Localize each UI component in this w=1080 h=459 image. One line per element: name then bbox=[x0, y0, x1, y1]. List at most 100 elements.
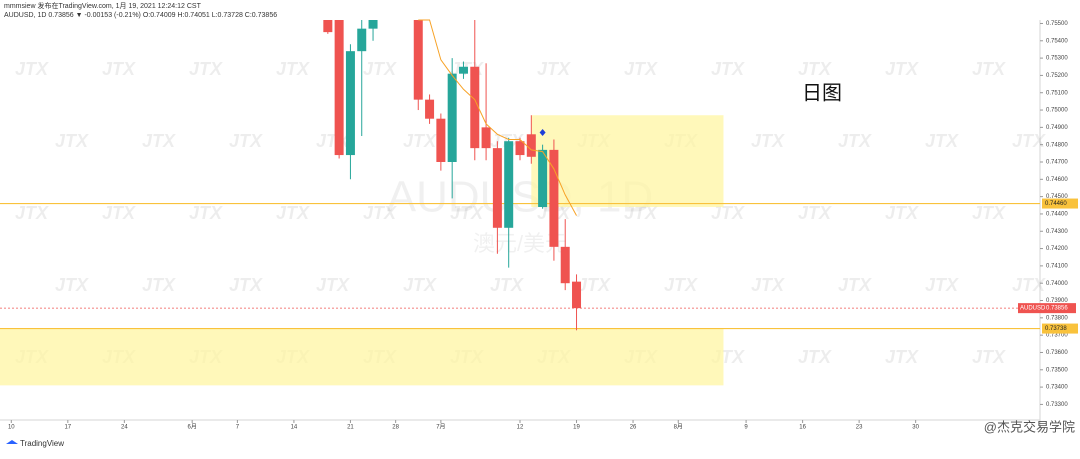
watermark: JTX bbox=[316, 131, 350, 151]
watermark: JTX bbox=[55, 131, 89, 151]
candle-body bbox=[436, 118, 446, 162]
level-label: 0.74460 bbox=[1045, 201, 1067, 207]
x-tick-label: 30 bbox=[912, 425, 919, 431]
y-tick-label: 0.73500 bbox=[1046, 367, 1068, 373]
candle-body bbox=[323, 20, 333, 33]
y-tick-label: 0.74200 bbox=[1046, 246, 1068, 252]
watermark: JTX bbox=[798, 203, 832, 223]
y-tick-label: 0.75000 bbox=[1046, 108, 1068, 114]
y-tick-label: 0.74100 bbox=[1046, 263, 1068, 269]
header-line: mmmsiew 发布在TradingView.com, 1月 19, 2021 … bbox=[4, 1, 202, 10]
watermark: JTX bbox=[885, 347, 919, 367]
x-tick-label: 14 bbox=[291, 425, 298, 431]
y-tick-label: 0.75500 bbox=[1046, 21, 1068, 27]
y-tick-label: 0.74800 bbox=[1046, 142, 1068, 148]
watermark: JTX bbox=[229, 275, 263, 295]
watermark: JTX bbox=[838, 131, 872, 151]
watermark: JTX bbox=[142, 275, 176, 295]
watermark: JTX bbox=[711, 203, 745, 223]
watermark: JTX bbox=[972, 203, 1006, 223]
watermark: JTX bbox=[102, 59, 136, 79]
level-label: 0.73738 bbox=[1045, 326, 1067, 332]
y-tick-label: 0.73600 bbox=[1046, 350, 1068, 356]
watermark: JTX bbox=[229, 131, 263, 151]
zone bbox=[0, 328, 724, 386]
header-line: AUDUSD, 1D 0.73856 ▼ -0.00153 (-0.21%) O… bbox=[4, 12, 277, 19]
watermark: JTX bbox=[1012, 275, 1046, 295]
level-label-box bbox=[1042, 198, 1078, 209]
y-tick-label: 0.73300 bbox=[1046, 402, 1068, 408]
x-tick-label: 7 bbox=[236, 425, 240, 431]
x-tick-label: 26 bbox=[630, 425, 637, 431]
x-tick-label: 6月 bbox=[188, 424, 197, 431]
candle-body bbox=[560, 246, 570, 284]
candle-body bbox=[334, 20, 344, 156]
y-tick-label: 0.73400 bbox=[1046, 385, 1068, 391]
watermark: JTX bbox=[316, 275, 350, 295]
x-tick-label: 9 bbox=[744, 425, 748, 431]
footer-credit: @杰克交易学院 bbox=[984, 419, 1075, 434]
watermark: JTX bbox=[798, 347, 832, 367]
y-tick-label: 0.75300 bbox=[1046, 56, 1068, 62]
watermark: JTX bbox=[751, 131, 785, 151]
watermark: JTX bbox=[577, 275, 611, 295]
watermark: JTX bbox=[751, 275, 785, 295]
watermark: JTX bbox=[363, 203, 397, 223]
x-tick-label: 23 bbox=[856, 425, 863, 431]
watermark: JTX bbox=[972, 347, 1006, 367]
watermark: JTX bbox=[102, 203, 136, 223]
x-tick-label: 16 bbox=[799, 425, 806, 431]
candle-body bbox=[538, 149, 548, 208]
candle-body bbox=[504, 141, 514, 228]
y-tick-label: 0.74300 bbox=[1046, 229, 1068, 235]
y-tick-label: 0.74400 bbox=[1046, 212, 1068, 218]
watermark: JTX bbox=[490, 275, 524, 295]
moving-average bbox=[418, 19, 577, 216]
watermark: JTX bbox=[1012, 131, 1046, 151]
logo bbox=[6, 440, 18, 444]
candle-body bbox=[368, 20, 378, 29]
last-price-label: 0.73856 bbox=[1046, 306, 1068, 312]
x-tick-label: 7月 bbox=[436, 424, 445, 431]
y-tick-label: 0.75100 bbox=[1046, 90, 1068, 96]
watermark: JTX bbox=[838, 275, 872, 295]
candle-body bbox=[447, 73, 457, 162]
x-tick-label: 21 bbox=[347, 425, 354, 431]
candle-body bbox=[413, 20, 423, 100]
watermark: JTX bbox=[55, 275, 89, 295]
x-tick-label: 19 bbox=[573, 425, 580, 431]
y-tick-label: 0.74500 bbox=[1046, 194, 1068, 200]
watermark: JTX bbox=[276, 203, 310, 223]
annotation: 日图 bbox=[802, 82, 842, 104]
watermark: JTX bbox=[15, 59, 49, 79]
watermark: JTX bbox=[403, 131, 437, 151]
candle-body bbox=[492, 148, 502, 228]
candle-body bbox=[572, 281, 582, 309]
candle-body bbox=[425, 99, 435, 119]
candle-body bbox=[470, 66, 480, 149]
y-tick-label: 0.73900 bbox=[1046, 298, 1068, 304]
watermark: JTX bbox=[664, 275, 698, 295]
y-tick-label: 0.74600 bbox=[1046, 177, 1068, 183]
x-tick-label: 24 bbox=[121, 425, 128, 431]
candle-body bbox=[345, 51, 355, 156]
candle-body bbox=[458, 66, 468, 74]
watermark: JTX bbox=[972, 59, 1006, 79]
candle-body bbox=[357, 28, 367, 52]
x-tick-label: 28 bbox=[392, 425, 399, 431]
watermark: JTX bbox=[189, 59, 223, 79]
watermark: JTX bbox=[403, 275, 437, 295]
x-tick-label: 17 bbox=[64, 425, 71, 431]
watermark: JTX bbox=[142, 131, 176, 151]
watermark: JTX bbox=[15, 203, 49, 223]
marker bbox=[539, 129, 546, 137]
watermark: JTX bbox=[624, 203, 658, 223]
x-tick-label: 10 bbox=[8, 425, 15, 431]
watermark: JTX bbox=[189, 203, 223, 223]
candle-body bbox=[526, 134, 536, 157]
y-tick-label: 0.74700 bbox=[1046, 160, 1068, 166]
y-tick-label: 0.73800 bbox=[1046, 315, 1068, 321]
zone bbox=[531, 115, 724, 208]
y-tick-label: 0.75200 bbox=[1046, 73, 1068, 79]
watermark: JTX bbox=[925, 275, 959, 295]
